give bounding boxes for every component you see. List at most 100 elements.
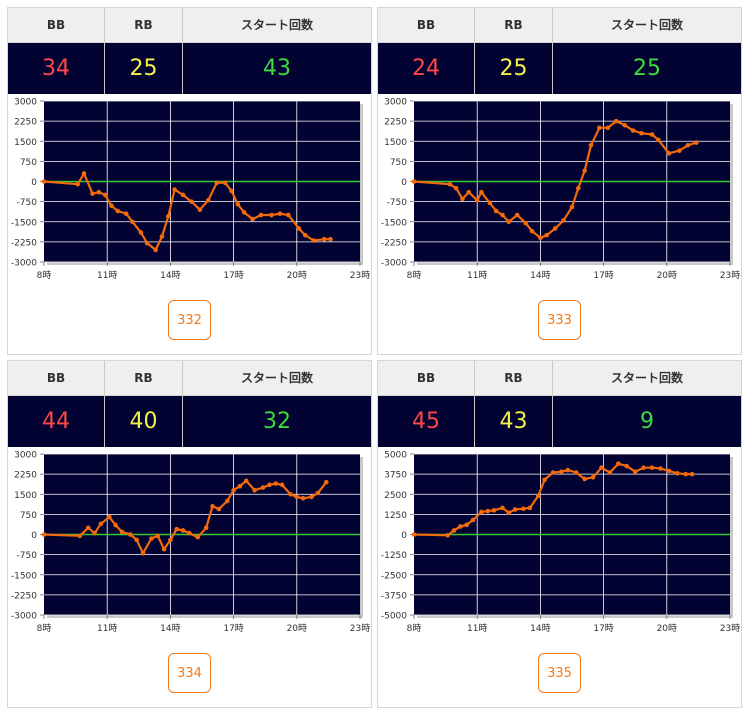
data-point <box>41 532 47 537</box>
y-tick-label: -2500 <box>381 571 407 581</box>
data-point <box>447 181 453 187</box>
y-tick-label: 750 <box>20 511 37 521</box>
data-point <box>302 232 308 238</box>
data-point <box>288 491 293 497</box>
data-point <box>300 495 306 501</box>
bb-count: 44 <box>42 409 70 434</box>
x-tick-label: 23時 <box>720 623 740 634</box>
y-tick-label: 1250 <box>384 511 407 521</box>
data-point <box>168 537 173 543</box>
data-point <box>296 226 302 231</box>
bb-count: 34 <box>42 56 70 81</box>
difference-series-line <box>413 462 693 537</box>
data-point <box>588 142 594 148</box>
data-point <box>538 235 543 241</box>
start-count: 9 <box>552 396 741 447</box>
data-point <box>656 137 661 143</box>
data-point <box>321 236 327 242</box>
data-point <box>41 179 47 184</box>
x-tick-label: 17時 <box>593 270 613 281</box>
machine-number-button[interactable]: 332 <box>168 300 211 340</box>
x-tick-label: 20時 <box>287 623 307 634</box>
data-point <box>180 192 186 198</box>
data-point <box>622 122 627 128</box>
machine-number-button[interactable]: 334 <box>168 653 211 693</box>
data-point <box>474 197 480 203</box>
data-point <box>639 130 644 136</box>
data-point <box>506 219 512 225</box>
data-point <box>582 168 587 174</box>
machine-number-button[interactable]: 333 <box>538 300 581 340</box>
data-point <box>689 471 695 477</box>
data-point <box>607 470 613 475</box>
data-point <box>195 534 201 540</box>
y-tick-label: 0 <box>401 178 407 188</box>
y-tick-label: -1500 <box>381 218 407 228</box>
x-tick-label: 23時 <box>720 270 740 281</box>
data-point <box>123 211 129 216</box>
x-tick-label: 17時 <box>223 270 243 281</box>
data-point <box>544 232 550 238</box>
data-point <box>107 514 112 520</box>
bb-count: 24 <box>412 56 440 81</box>
data-point <box>279 482 285 488</box>
data-point <box>153 247 158 253</box>
start-count: 25 <box>552 43 741 94</box>
machine-number-button[interactable]: 335 <box>538 653 581 693</box>
data-point <box>206 197 211 203</box>
y-tick-label: -2250 <box>11 591 37 601</box>
data-point <box>527 505 533 511</box>
data-point <box>677 148 682 153</box>
data-point <box>149 536 154 541</box>
data-point <box>222 180 228 186</box>
x-tick-label: 14時 <box>530 270 550 281</box>
bb-header: BB <box>46 371 66 385</box>
rb-header: RB <box>474 8 552 42</box>
data-point <box>81 171 87 176</box>
x-tick-label: 14時 <box>530 623 550 634</box>
x-tick-label: 20時 <box>657 270 677 281</box>
data-point <box>597 125 602 131</box>
data-point <box>649 465 655 470</box>
data-point <box>542 477 547 483</box>
data-point <box>140 550 146 556</box>
data-point <box>187 530 192 536</box>
y-tick-label: 2250 <box>14 118 37 128</box>
x-tick-label: 23時 <box>350 270 370 281</box>
data-point <box>328 236 333 242</box>
data-point <box>172 187 177 192</box>
data-point <box>92 530 97 536</box>
data-point <box>237 483 243 489</box>
rb-header: RB <box>104 8 182 42</box>
data-point <box>485 508 491 514</box>
rb-header: RB <box>104 361 182 395</box>
data-point <box>144 240 150 246</box>
data-point <box>243 478 249 484</box>
data-point <box>214 180 220 186</box>
stats-value-row: 34 25 43 <box>8 43 371 94</box>
data-point <box>115 208 121 214</box>
y-tick-label: 750 <box>390 158 407 168</box>
y-tick-label: -1250 <box>381 551 407 561</box>
data-point <box>479 189 484 195</box>
y-tick-label: 3000 <box>14 98 37 108</box>
data-point <box>605 125 611 131</box>
data-point <box>464 522 469 528</box>
data-point <box>675 471 680 476</box>
y-tick-label: 3750 <box>384 471 407 481</box>
data-point <box>479 509 484 515</box>
y-tick-label: 3000 <box>384 98 407 108</box>
data-point <box>210 504 215 509</box>
data-point <box>632 469 638 475</box>
y-tick-label: -3000 <box>381 259 407 269</box>
x-tick-label: 11時 <box>97 623 117 634</box>
data-point <box>451 528 457 533</box>
rb-count: 25 <box>474 43 552 94</box>
x-tick-label: 8時 <box>37 623 52 634</box>
data-point <box>138 230 144 235</box>
x-tick-label: 11時 <box>467 270 487 281</box>
y-tick-label: 3000 <box>14 451 37 461</box>
data-point <box>231 487 236 493</box>
